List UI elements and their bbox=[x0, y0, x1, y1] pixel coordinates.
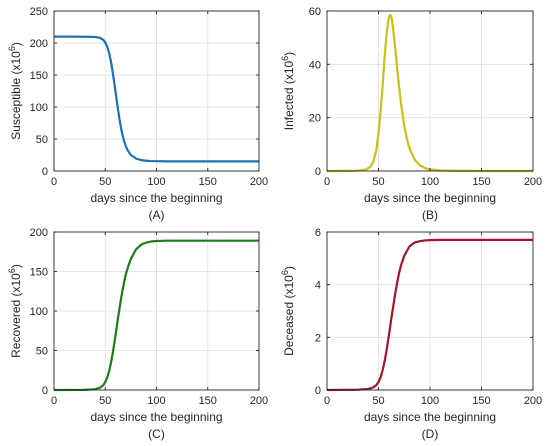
x-tick-label: 150 bbox=[199, 176, 217, 188]
y-tick-label: 100 bbox=[30, 306, 48, 318]
y-tick-label: 4 bbox=[315, 280, 321, 292]
y-tick-label: 50 bbox=[36, 134, 48, 146]
y-tick-label: 0 bbox=[42, 385, 48, 397]
x-tick-label: 50 bbox=[372, 395, 384, 407]
y-tick-label: 50 bbox=[36, 346, 48, 358]
chart-panel-0: 0 50 100 150 200 0 50 100 150 200 250 days since th… bbox=[7, 6, 268, 222]
x-tick-label: 150 bbox=[472, 395, 490, 407]
series-line bbox=[326, 13, 533, 173]
x-tick-label: 100 bbox=[147, 395, 165, 407]
x-axis-label: days since the beginning bbox=[90, 191, 222, 205]
y-axis-label: Deceased (x106) bbox=[280, 266, 296, 356]
x-axis-label: days since the beginning bbox=[90, 410, 222, 424]
series-line bbox=[54, 35, 259, 163]
y-tick-label: 0 bbox=[315, 166, 321, 178]
x-tick-label: 200 bbox=[524, 176, 542, 188]
x-tick-label: 0 bbox=[51, 395, 57, 407]
y-tick-label: 2 bbox=[315, 332, 321, 344]
y-tick-label: 250 bbox=[30, 6, 48, 18]
x-tick-label: 0 bbox=[51, 176, 57, 188]
y-tick-label: 150 bbox=[30, 267, 48, 279]
y-tick-label: 20 bbox=[309, 113, 321, 125]
y-axis-label: Recovered (x106) bbox=[7, 264, 23, 358]
x-axis-label: days since the beginning bbox=[364, 191, 496, 205]
y-tick-label: 100 bbox=[30, 102, 48, 114]
y-axis-label: Infected (x106) bbox=[280, 52, 296, 130]
x-tick-label: 200 bbox=[524, 395, 542, 407]
x-tick-label: 0 bbox=[324, 395, 330, 407]
y-tick-label: 0 bbox=[315, 385, 321, 397]
x-tick-label: 100 bbox=[421, 395, 439, 407]
y-tick-label: 200 bbox=[30, 38, 48, 50]
x-tick-label: 50 bbox=[99, 395, 111, 407]
x-tick-label: 100 bbox=[147, 176, 165, 188]
chart-panel-1: 0 50 100 150 200 0 20 40 60 days since the beginn… bbox=[280, 6, 542, 222]
x-tick-label: 150 bbox=[199, 395, 217, 407]
x-tick-label: 50 bbox=[372, 176, 384, 188]
y-tick-label: 200 bbox=[30, 227, 48, 239]
x-tick-label: 200 bbox=[250, 176, 268, 188]
x-tick-label: 150 bbox=[472, 176, 490, 188]
y-tick-label: 150 bbox=[30, 70, 48, 82]
series-line bbox=[53, 239, 259, 392]
chart-panel-2: 0 50 100 150 200 0 50 100 150 200 days since the b… bbox=[7, 227, 268, 441]
panel-caption: (C) bbox=[148, 427, 165, 441]
x-tick-label: 50 bbox=[99, 176, 111, 188]
series-line bbox=[326, 238, 533, 392]
y-axis-label: Susceptible (x106) bbox=[7, 42, 23, 140]
x-tick-label: 0 bbox=[324, 176, 330, 188]
x-axis-label: days since the beginning bbox=[364, 410, 496, 424]
panel-caption: (B) bbox=[422, 208, 438, 222]
y-tick-label: 6 bbox=[315, 227, 321, 239]
x-tick-label: 200 bbox=[250, 395, 268, 407]
chart-panel-3: 0 50 100 150 200 0 2 4 6 days since the beginning… bbox=[280, 227, 542, 441]
y-tick-label: 0 bbox=[42, 166, 48, 178]
y-tick-label: 40 bbox=[309, 59, 321, 71]
panel-caption: (D) bbox=[422, 427, 439, 441]
y-tick-label: 60 bbox=[309, 6, 321, 18]
x-tick-label: 100 bbox=[421, 176, 439, 188]
panel-caption: (A) bbox=[149, 208, 165, 222]
